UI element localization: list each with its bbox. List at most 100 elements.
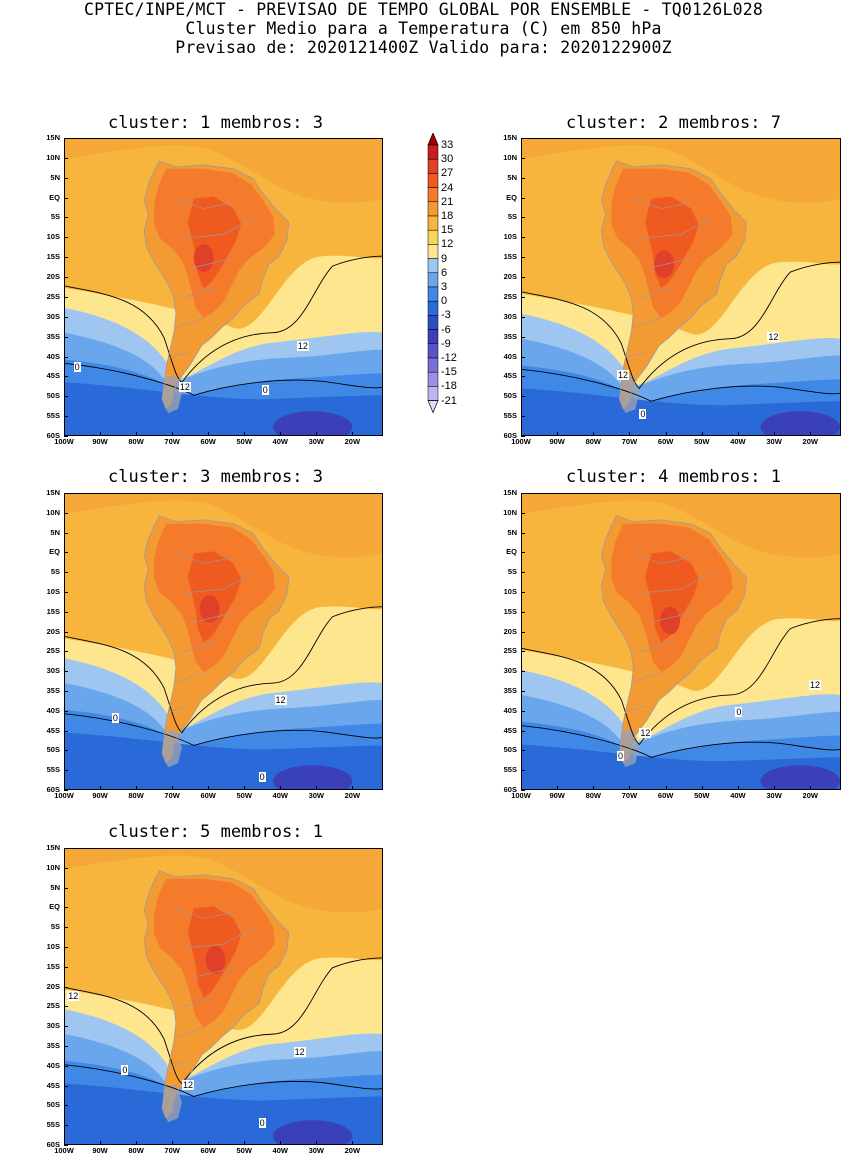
- colorbar-swatch: [427, 386, 439, 401]
- colorbar-swatch: [427, 158, 439, 174]
- longitude-label: 40W: [730, 437, 746, 446]
- latitude-label: 50S: [503, 391, 517, 401]
- latitude-tick: [521, 376, 525, 378]
- latitude-label: 5N: [507, 172, 517, 182]
- longitude-tick: [352, 786, 354, 790]
- latitude-tick: [64, 257, 68, 259]
- longitude-tick: [629, 786, 631, 790]
- latitude-tick: [521, 770, 525, 772]
- latitude-tick: [64, 336, 68, 338]
- latitude-label: 5N: [507, 527, 517, 537]
- latitude-tick: [521, 552, 525, 554]
- longitude-label: 70W: [164, 437, 180, 446]
- latitude-label: 15S: [503, 606, 517, 616]
- latitude-label: 60S: [46, 785, 60, 794]
- latitude-tick: [64, 1026, 68, 1028]
- latitude-label: 35S: [46, 1041, 60, 1050]
- longitude-tick: [557, 786, 559, 790]
- colorbar-level-label: 0: [441, 295, 448, 308]
- latitude-label: 15S: [46, 606, 60, 616]
- latitude-tick: [521, 316, 525, 318]
- longitude-label: 40W: [730, 791, 746, 800]
- latitude-label: 20S: [46, 626, 60, 636]
- longitude-label: 70W: [621, 791, 638, 800]
- latitude-tick: [521, 592, 525, 593]
- contour-label: 0: [258, 772, 266, 783]
- latitude-label: 10N: [503, 507, 517, 517]
- colorbar-level-label: -18: [441, 380, 457, 393]
- longitude-tick: [593, 432, 595, 436]
- latitude-tick: [64, 966, 68, 968]
- colorbar-level-label: 9: [441, 252, 448, 265]
- longitude-label: 100W: [54, 791, 74, 800]
- longitude-tick: [280, 786, 282, 790]
- longitude-label: 30W: [308, 1146, 325, 1155]
- longitude-label: 100W: [54, 1146, 74, 1155]
- longitude-tick: [208, 786, 210, 790]
- longitude-label: 90W: [92, 791, 108, 800]
- longitude-tick: [244, 432, 246, 436]
- contour-label: 12: [767, 331, 780, 342]
- latitude-tick: [521, 336, 525, 338]
- longitude-tick: [774, 432, 776, 436]
- colorbar-level-label: -21: [441, 394, 457, 407]
- colorbar-swatch: [427, 244, 439, 259]
- latitude-label: 55S: [503, 765, 517, 775]
- latitude-tick: [64, 651, 68, 653]
- latitude-tick: [64, 532, 68, 534]
- latitude-label: 10N: [503, 152, 517, 162]
- latitude-tick: [64, 1065, 68, 1067]
- latitude-label: 60S: [503, 785, 517, 794]
- latitude-label: 30S: [503, 311, 517, 321]
- contour-label: 0: [111, 712, 119, 723]
- longitude-tick: [100, 432, 102, 436]
- longitude-label: 50W: [694, 791, 710, 800]
- latitude-label: 45S: [503, 371, 517, 381]
- longitude-label: 30W: [766, 791, 782, 800]
- longitude-label: 60W: [200, 1146, 216, 1155]
- latitude-tick: [521, 296, 525, 298]
- colorbar-level-label: 6: [441, 266, 448, 279]
- colorbar-swatch: [427, 187, 439, 203]
- longitude-tick: [810, 432, 812, 436]
- latitude-label: 15S: [46, 961, 60, 971]
- latitude-label: 55S: [503, 411, 517, 421]
- latitude-tick: [64, 356, 68, 358]
- latitude-label: 25S: [503, 291, 517, 301]
- latitude-label: 20S: [503, 272, 517, 282]
- colorbar-level-label: 33: [441, 139, 454, 151]
- latitude-label: 20S: [46, 981, 60, 991]
- latitude-label: 5S: [50, 212, 60, 222]
- longitude-label: 90W: [549, 791, 565, 800]
- latitude-label: 5S: [50, 567, 60, 577]
- longitude-label: 50W: [694, 437, 710, 446]
- latitude-tick: [521, 750, 525, 752]
- contour-label: 0: [617, 751, 625, 762]
- latitude-label: 45S: [46, 725, 60, 735]
- latitude-tick: [521, 671, 525, 673]
- longitude-label: 40W: [272, 791, 288, 800]
- latitude-label: 40S: [503, 705, 517, 715]
- longitude-label: 100W: [511, 791, 531, 800]
- cluster-map-panel: [64, 848, 383, 1145]
- longitude-label: 80W: [585, 437, 602, 446]
- latitude-tick: [64, 177, 68, 179]
- longitude-tick: [593, 786, 595, 790]
- colorbar-swatch: [427, 201, 439, 217]
- longitude-tick: [136, 1141, 138, 1145]
- longitude-label: 30W: [308, 437, 325, 446]
- latitude-label: 60S: [503, 431, 517, 440]
- longitude-tick: [172, 1141, 174, 1145]
- colorbar-swatch: [427, 272, 439, 288]
- latitude-tick: [64, 611, 68, 613]
- longitude-label: 20W: [802, 437, 818, 446]
- colorbar-swatches: [427, 132, 439, 414]
- longitude-tick: [136, 786, 138, 790]
- temperature-map-svg: [522, 139, 840, 435]
- latitude-label: 5S: [50, 922, 60, 932]
- colorbar-swatch: [427, 286, 439, 302]
- latitude-label: 50S: [46, 1100, 60, 1110]
- contour-label: 0: [121, 1064, 129, 1075]
- temperature-map-svg: [65, 849, 382, 1144]
- latitude-tick: [64, 493, 68, 494]
